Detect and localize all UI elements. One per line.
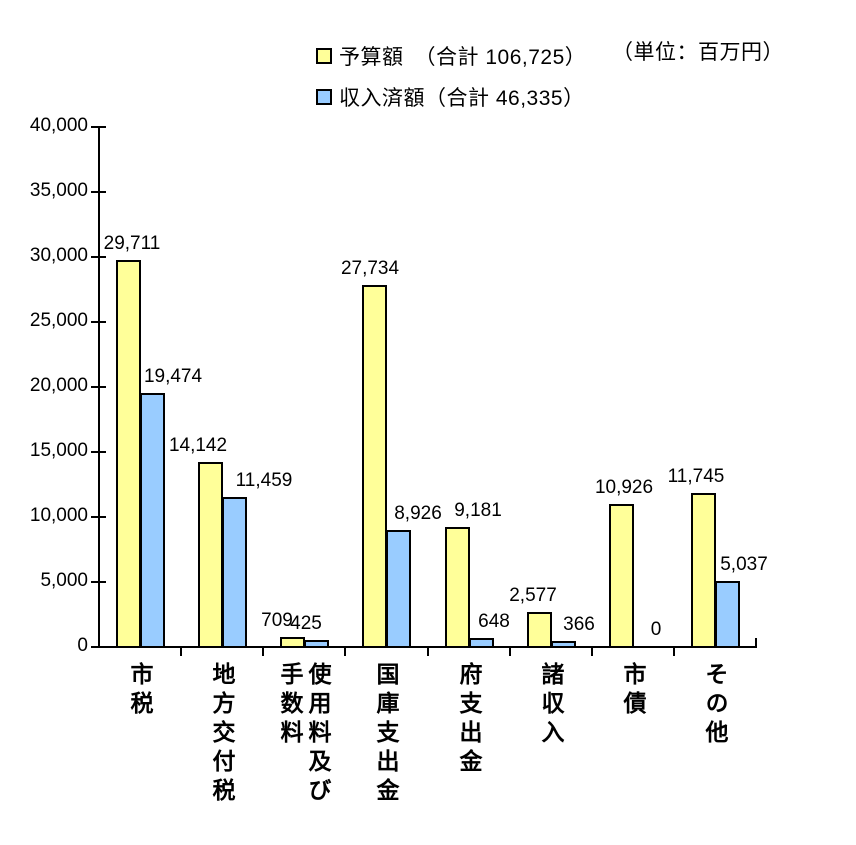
received-bar xyxy=(304,640,329,648)
budget-bar xyxy=(362,285,387,648)
x-axis xyxy=(98,646,757,648)
category-label: その他 xyxy=(702,662,728,749)
value-label: 709 xyxy=(261,610,293,631)
x-tick xyxy=(180,648,182,656)
budget-bar xyxy=(280,637,305,648)
y-tick xyxy=(91,581,106,583)
value-label: 366 xyxy=(563,614,595,635)
x-tick xyxy=(344,648,346,656)
value-label: 11,745 xyxy=(667,466,725,487)
value-label: 9,181 xyxy=(454,500,502,521)
y-tick xyxy=(91,321,106,323)
y-tick xyxy=(91,126,106,128)
received-legend-label: 収入済額（合計 46,335） xyxy=(339,87,585,110)
value-label: 8,926 xyxy=(394,503,442,524)
x-tick xyxy=(509,648,511,656)
value-label: 11,459 xyxy=(235,470,293,491)
y-tick xyxy=(91,646,106,648)
value-label: 0 xyxy=(650,619,662,640)
y-tick xyxy=(91,451,106,453)
x-tick xyxy=(262,648,264,656)
unit-label: （単位：百万円） xyxy=(612,41,784,64)
value-label: 27,734 xyxy=(340,258,400,279)
y-axis-tick-label: 35,000 xyxy=(29,180,88,201)
y-axis-tick-label: 10,000 xyxy=(29,505,88,526)
category-label: 府支出金 xyxy=(456,662,482,778)
x-tick xyxy=(427,648,429,656)
y-axis-tick-label: 15,000 xyxy=(29,440,88,461)
y-tick xyxy=(91,386,106,388)
budget-legend-label: 予算額 （合計 106,725） xyxy=(339,46,587,69)
budget-swatch-icon xyxy=(316,48,332,64)
legend-item-budget: 予算額 （合計 106,725） xyxy=(316,44,587,69)
value-label: 29,711 xyxy=(103,233,161,254)
value-label: 10,926 xyxy=(594,477,654,498)
y-axis-tick-label: 5,000 xyxy=(40,570,88,591)
x-tick xyxy=(591,648,593,656)
received-bar xyxy=(140,393,165,648)
budget-bar xyxy=(445,527,470,648)
value-label: 425 xyxy=(290,613,322,634)
y-tick xyxy=(91,191,106,193)
budget-bar xyxy=(609,504,634,648)
value-label: 19,474 xyxy=(143,366,203,387)
x-tick xyxy=(673,648,675,656)
category-label: 市債 xyxy=(620,662,646,720)
value-label: 14,142 xyxy=(168,435,228,456)
budget-bar xyxy=(527,612,552,648)
legend-item-received: 収入済額（合計 46,335） xyxy=(316,85,586,110)
y-tick xyxy=(91,256,106,258)
received-bar xyxy=(715,581,740,648)
y-axis-tick-label: 40,000 xyxy=(29,115,88,136)
received-bar xyxy=(469,638,494,648)
received-bar xyxy=(386,530,411,648)
category-label: 地方交付税 xyxy=(209,662,235,807)
y-axis-tick-label: 20,000 xyxy=(29,375,88,396)
value-label: 648 xyxy=(478,611,510,632)
budget-bar xyxy=(691,493,716,648)
category-label: 諸収入 xyxy=(538,662,564,749)
category-label: 国庫支出金 xyxy=(373,662,399,807)
y-axis-tick-label: 25,000 xyxy=(29,310,88,331)
category-label: 市税 xyxy=(127,662,153,720)
category-label: 使用料及び手数料 xyxy=(277,662,331,807)
y-axis-tick-label: 0 xyxy=(77,635,88,656)
received-bar xyxy=(551,641,576,648)
x-axis-endcap xyxy=(755,638,757,648)
y-axis-tick-label: 30,000 xyxy=(29,245,88,266)
received-bar xyxy=(222,497,247,648)
legend: 予算額 （合計 106,725） 収入済額（合計 46,335） xyxy=(316,44,586,126)
value-label: 5,037 xyxy=(720,554,768,575)
value-label: 2,577 xyxy=(509,585,557,606)
y-tick xyxy=(91,516,106,518)
received-swatch-icon xyxy=(316,89,332,105)
